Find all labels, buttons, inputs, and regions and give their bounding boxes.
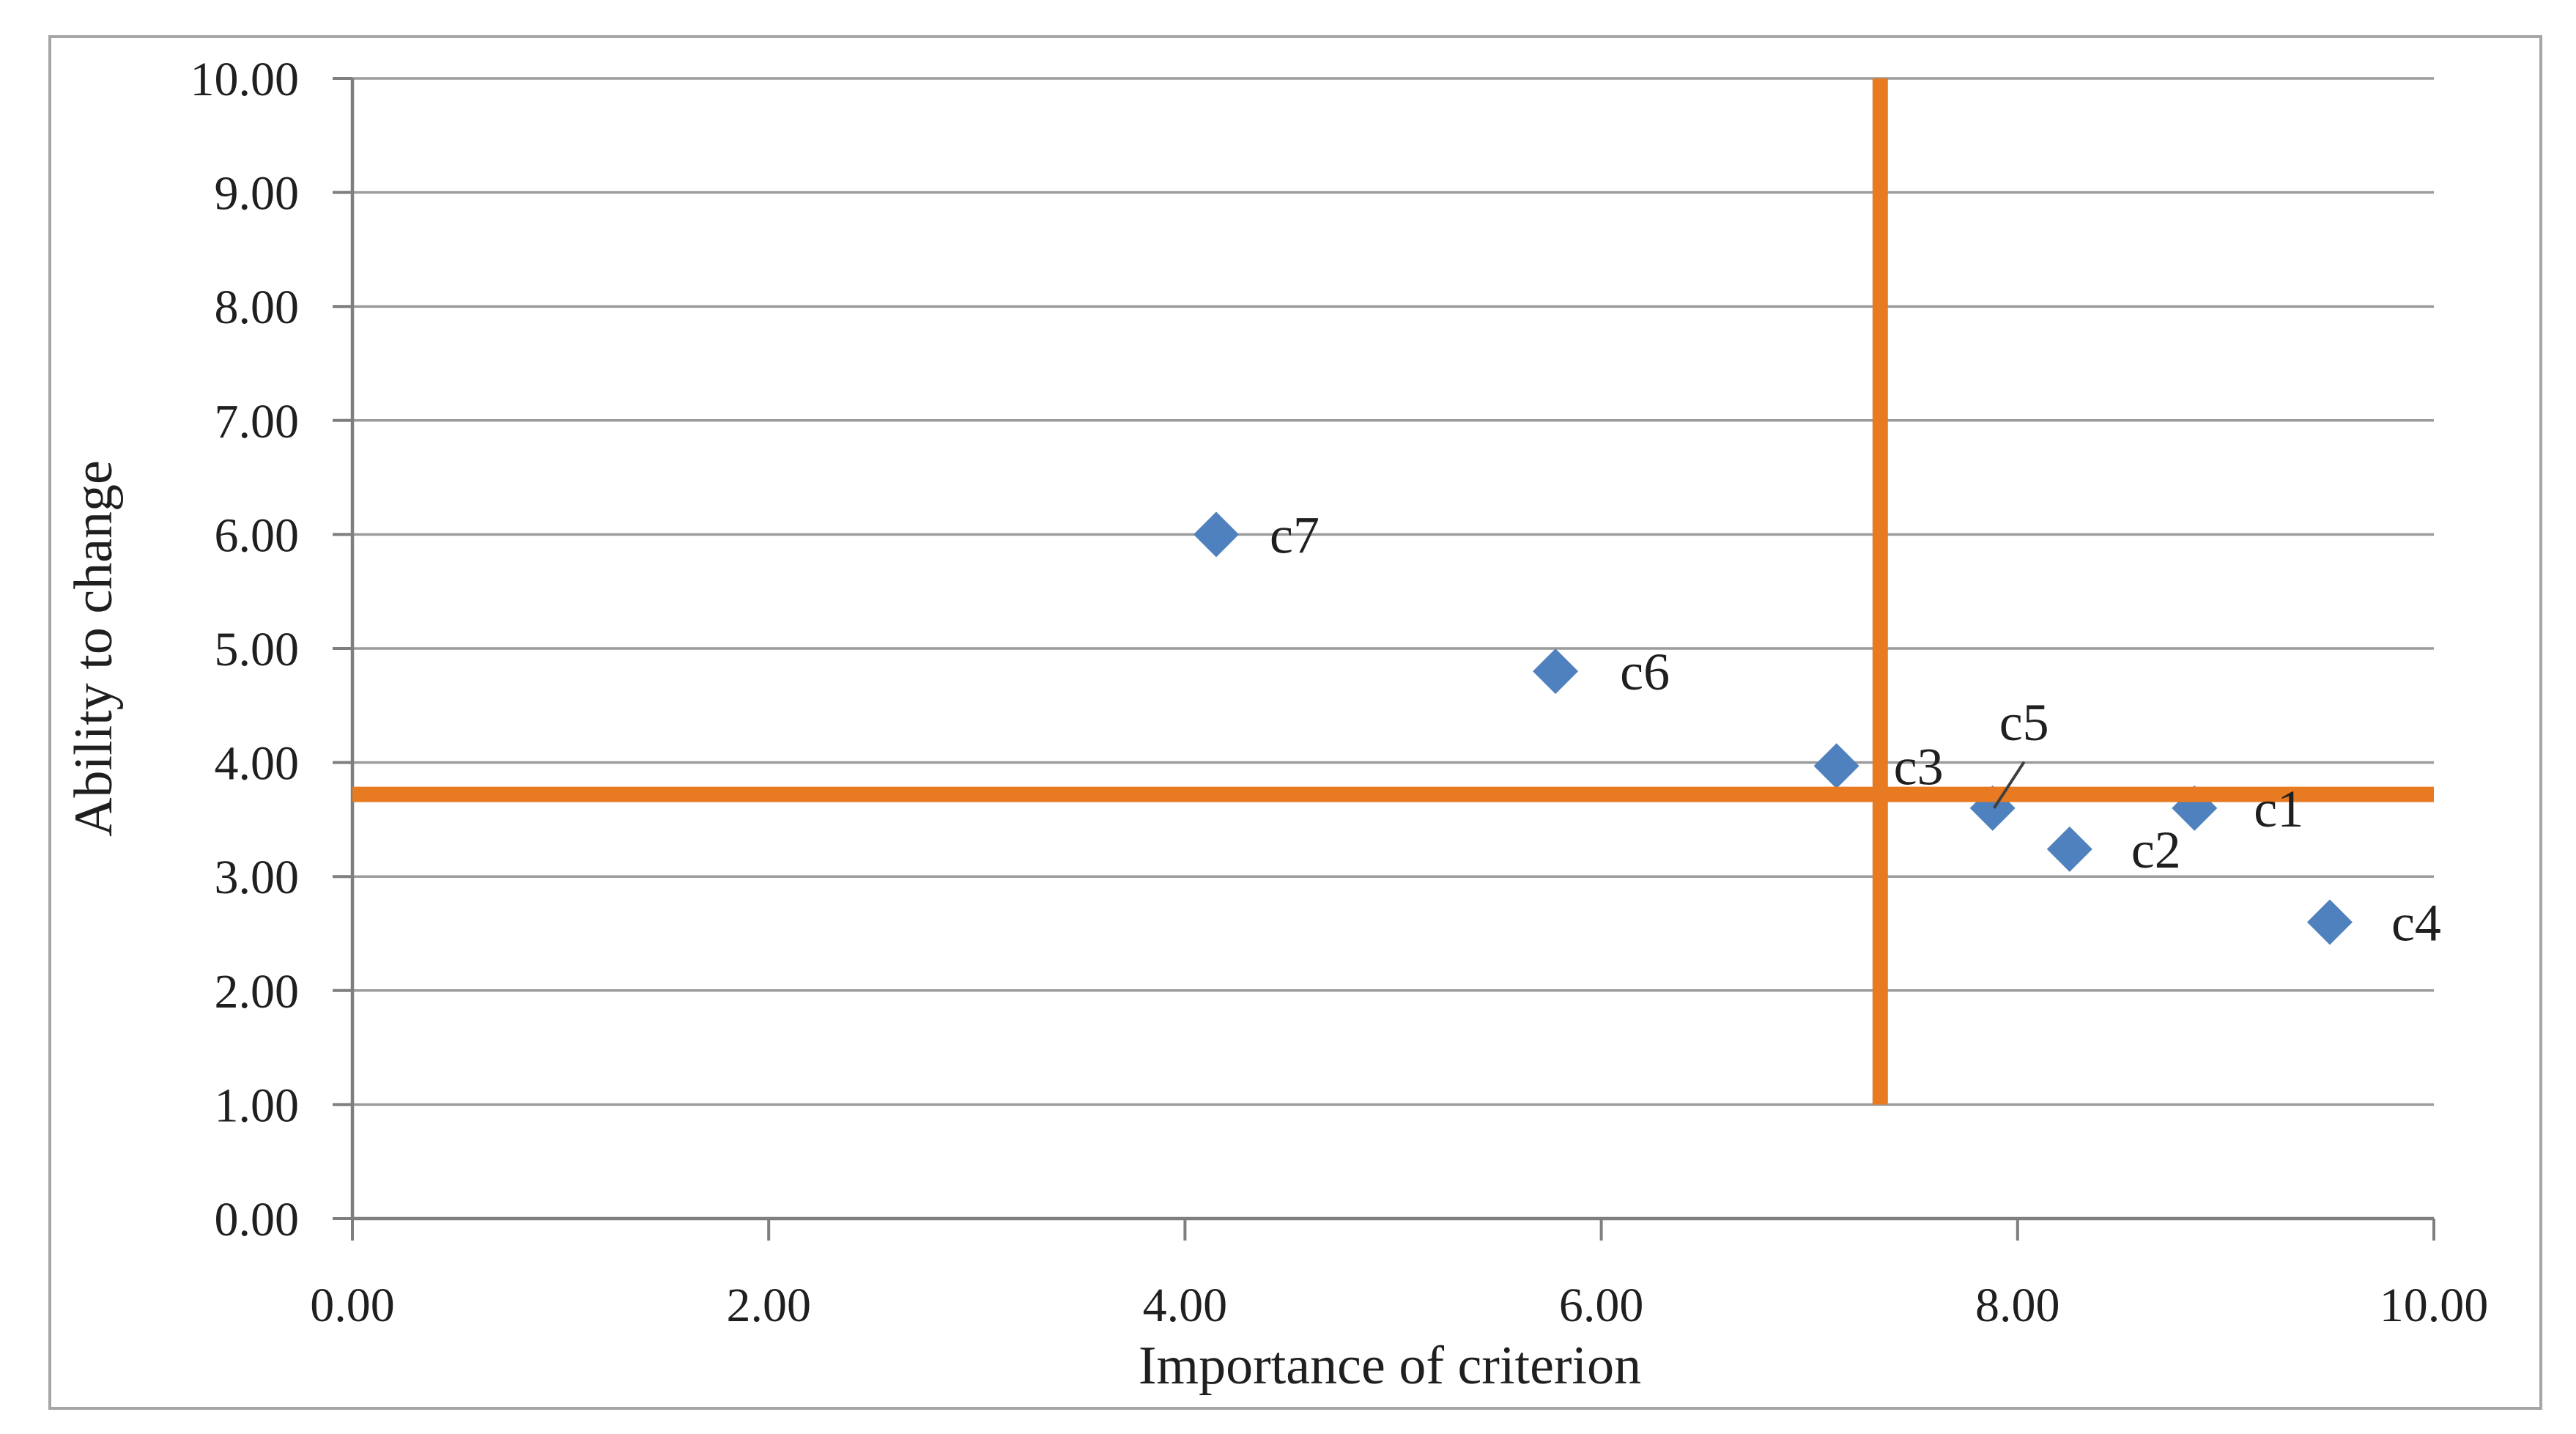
x-tick-label: 2.00	[726, 1279, 811, 1332]
y-axis-tick-labels: 0.00 1.00 2.00 3.00 4.00 5.00 6.00 7.00 8.00 9.00…	[190, 53, 300, 1246]
gridlines	[352, 77, 2434, 1106]
data-point-marker-c3	[1813, 743, 1859, 789]
label-leader-lines	[1993, 761, 2026, 809]
x-tick-label: 4.00	[1143, 1279, 1228, 1332]
point-label-c6: c6	[1620, 643, 1670, 701]
data-point-marker-c2	[2046, 826, 2092, 872]
point-label-c7: c7	[1270, 506, 1320, 564]
point-label-c5: c5	[1999, 693, 2049, 752]
tick-marks	[333, 77, 2435, 1241]
y-tick-label: 5.00	[215, 623, 300, 676]
data-point-labels: c1 c2 c3 c4 c5 c6 c7	[1270, 506, 2441, 952]
y-tick-label: 10.00	[190, 53, 300, 106]
y-tick-label: 4.00	[215, 737, 300, 791]
point-label-c4: c4	[2391, 893, 2441, 952]
x-tick-label: 0.00	[310, 1279, 395, 1332]
point-label-c2: c2	[2131, 821, 2181, 879]
figure-border	[48, 35, 2542, 1410]
data-point-marker-c6	[1533, 648, 1579, 695]
y-tick-label: 0.00	[215, 1193, 300, 1246]
x-tick-label: 8.00	[1975, 1279, 2060, 1332]
y-tick-label: 8.00	[215, 281, 300, 334]
data-point-marker-c7	[1193, 511, 1240, 558]
y-tick-label: 1.00	[215, 1079, 300, 1132]
reference-crosshair-lines	[352, 78, 2434, 1105]
x-axis-tick-labels: 0.00 2.00 4.00 6.00 8.00 10.00	[310, 1279, 2488, 1332]
x-tick-label: 6.00	[1559, 1279, 1644, 1332]
x-tick-label: 10.00	[2380, 1279, 2489, 1332]
point-label-c1: c1	[2254, 780, 2303, 838]
y-axis-title: Ability to change	[64, 460, 124, 837]
x-axis-title: Importance of criterion	[1139, 1336, 1641, 1396]
y-tick-label: 6.00	[215, 509, 300, 562]
y-tick-label: 2.00	[215, 965, 300, 1019]
y-tick-label: 7.00	[215, 395, 300, 448]
point-label-c3: c3	[1894, 737, 1944, 796]
data-point-marker-c4	[2306, 899, 2353, 945]
leader-line-c5	[1993, 761, 2026, 809]
data-points	[1193, 511, 2353, 945]
y-tick-label: 3.00	[215, 851, 300, 904]
y-tick-label: 9.00	[215, 167, 300, 221]
